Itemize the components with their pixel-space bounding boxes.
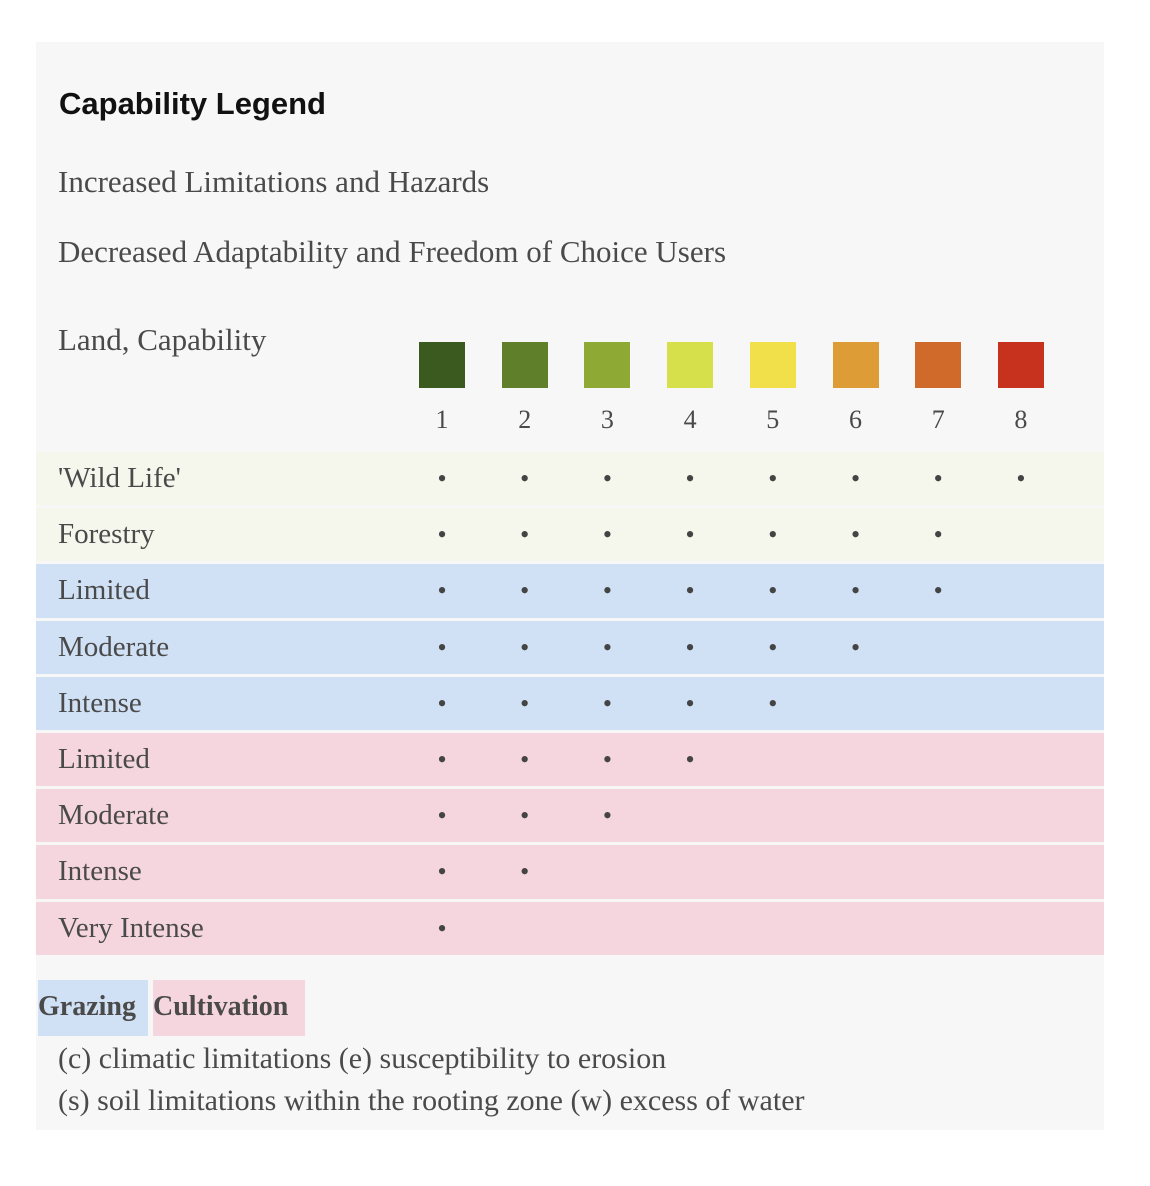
table-row [36, 901, 1104, 955]
cell-dot: • [768, 688, 778, 718]
row-label: Intense [58, 686, 142, 719]
class-number: 5 [766, 405, 780, 434]
note-line: (c) climatic limitations (e) susceptibil… [58, 1042, 667, 1075]
table-row [36, 508, 1104, 562]
cell-dot: • [602, 576, 612, 606]
cell-dot: • [768, 464, 778, 493]
cell-dot: • [602, 688, 612, 718]
cell-dot: • [685, 576, 695, 606]
cell-dot: • [602, 464, 612, 493]
class-swatch [749, 342, 796, 388]
cell-dot: • [437, 632, 447, 662]
class-number: 6 [849, 405, 862, 434]
row-label: Moderate [58, 799, 170, 832]
cell-dot: • [685, 520, 695, 550]
table-row [36, 564, 1104, 618]
class-swatch [997, 342, 1044, 388]
cell-dot: • [933, 464, 943, 493]
cell-dot: • [685, 464, 695, 493]
class-swatch [584, 342, 631, 388]
cell-dot: • [520, 801, 530, 831]
subtitle-line: Decreased Adaptability and Freedom of Ch… [58, 234, 727, 269]
subtitle-line: Increased Limitations and Hazards [58, 164, 490, 199]
cell-dot: • [602, 520, 612, 550]
cell-dot: • [933, 576, 943, 606]
cell-dot: • [520, 688, 530, 718]
class-number: 7 [931, 405, 945, 434]
class-number: 2 [518, 405, 532, 434]
cell-dot: • [437, 576, 447, 606]
class-swatch [501, 342, 548, 388]
key-label: Grazing [38, 980, 148, 1036]
cell-dot: • [520, 576, 530, 606]
cell-dot: • [768, 632, 778, 662]
cell-dot: • [602, 632, 612, 662]
cell-dot: • [602, 801, 612, 831]
scale-label: Land, Capability [58, 322, 267, 357]
table-row [36, 845, 1104, 899]
cell-dot: • [520, 520, 530, 550]
cell-dot: • [437, 520, 447, 550]
cell-dot: • [1016, 464, 1026, 493]
row-label: Forestry [58, 518, 155, 551]
cell-dot: • [520, 857, 530, 887]
cell-dot: • [520, 464, 530, 493]
cell-dot: • [933, 520, 943, 550]
cell-dot: • [685, 745, 695, 774]
table-row [36, 620, 1104, 674]
table-row [36, 733, 1104, 787]
class-swatch [667, 342, 714, 388]
key-label: Cultivation [153, 980, 305, 1036]
cell-dot: • [602, 745, 612, 774]
cell-dot: • [850, 576, 861, 606]
cell-dot: • [768, 576, 778, 606]
class-swatch [915, 342, 962, 388]
cell-dot: • [437, 857, 447, 887]
note-line: (s) soil limitations within the rooting … [58, 1084, 805, 1117]
cell-dot: • [520, 745, 530, 774]
table-row [36, 676, 1104, 730]
row-label: 'Wild Life' [58, 462, 181, 494]
cell-dot: • [437, 913, 447, 943]
cell-dot: • [437, 745, 447, 774]
row-label: Limited [58, 574, 150, 607]
row-label: Limited [58, 743, 150, 775]
class-number: 8 [1014, 405, 1028, 434]
class-number: 3 [600, 405, 614, 434]
cell-dot: • [520, 632, 530, 662]
title: Capability Legend [59, 86, 326, 121]
class-swatch [419, 342, 465, 388]
cell-dot: • [437, 464, 447, 493]
cell-dot: • [768, 520, 778, 550]
cell-dot: • [850, 632, 861, 662]
row-label: Very Intense [58, 911, 204, 944]
table-row [36, 789, 1104, 843]
cell-dot: • [685, 688, 695, 718]
table-row [36, 452, 1104, 506]
class-number: 4 [683, 405, 697, 434]
row-label: Moderate [58, 630, 170, 663]
cell-dot: • [437, 688, 447, 718]
cell-dot: • [437, 801, 447, 831]
class-number: 1 [435, 405, 449, 434]
class-swatch [832, 342, 879, 388]
cell-dot: • [685, 632, 695, 662]
cell-dot: • [850, 520, 861, 550]
cell-dot: • [850, 464, 861, 493]
row-label: Intense [58, 855, 142, 888]
